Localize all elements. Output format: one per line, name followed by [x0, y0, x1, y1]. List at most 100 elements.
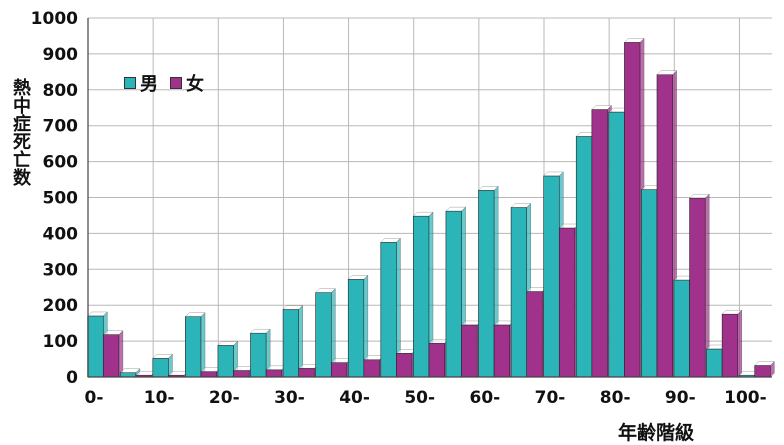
bar-top [282, 305, 304, 310]
bar-face [608, 111, 625, 378]
bar-face [217, 345, 234, 378]
bar-face [282, 309, 300, 378]
bar-face [445, 210, 462, 378]
bar-side [737, 309, 742, 378]
bar-top [152, 354, 173, 359]
bar-side [118, 330, 124, 378]
x-tick-label: 10- [144, 388, 175, 408]
bar-face [87, 315, 104, 378]
bar-face [575, 136, 593, 378]
bar-top [721, 309, 743, 315]
bar-top [184, 312, 206, 317]
bar-face [428, 342, 445, 378]
bar-face [102, 334, 120, 378]
bar-face [478, 190, 495, 378]
y-tick-label: 200 [43, 296, 79, 316]
bar-face [119, 372, 137, 378]
bar-face [265, 369, 283, 378]
x-tick-label: 60- [469, 388, 500, 408]
bar-face [330, 362, 348, 378]
legend-label-male: 男 [140, 74, 158, 95]
bar-top [87, 311, 108, 317]
y-tick-label: 500 [43, 189, 79, 209]
bar-male [315, 288, 336, 378]
bar-male [184, 312, 206, 378]
bar-face [510, 207, 528, 378]
bar-top [445, 206, 467, 212]
bar-top [754, 361, 775, 366]
y-tick-label: 100 [43, 332, 79, 352]
x-tick-label: 50- [404, 388, 435, 408]
bar-face [706, 348, 723, 378]
y-tick-label: 0 [66, 368, 78, 388]
y-tick-label: 900 [43, 45, 79, 65]
x-tick-label: 80- [600, 388, 631, 408]
bar-face [380, 242, 397, 378]
bar-top [119, 368, 141, 373]
legend-swatch-female [170, 77, 182, 89]
bar-face [591, 109, 608, 378]
x-tick-label: 40- [339, 388, 370, 408]
bar-face [200, 371, 217, 378]
y-axis-title: 熱中症死亡数 [10, 78, 31, 186]
y-tick-label: 800 [43, 81, 79, 101]
bar-side [200, 312, 206, 378]
bar-top [478, 186, 499, 191]
bar-face [413, 215, 430, 378]
bar-top [623, 38, 645, 43]
bar-face [250, 332, 267, 378]
x-axis-title: 年齢階級 [618, 422, 695, 444]
bar-male [412, 211, 434, 378]
bar-face [396, 353, 413, 378]
bar-top [591, 105, 612, 110]
bar-male [152, 353, 173, 378]
bar-face [673, 279, 690, 378]
bar-female [754, 361, 775, 378]
bar-female [721, 309, 743, 378]
bar-face [526, 291, 543, 378]
bar-top [347, 275, 369, 280]
bar-face [543, 175, 560, 378]
bar-top [510, 203, 532, 208]
bar-face [185, 316, 202, 378]
bar-top [102, 330, 124, 335]
legend-swatch-male [124, 77, 136, 89]
legend-label-female: 女 [186, 74, 204, 95]
y-tick-label: 1000 [31, 9, 78, 29]
bar-top [412, 211, 434, 217]
bar-face [558, 227, 576, 378]
bar-top [689, 194, 710, 199]
bar-top [543, 171, 564, 177]
bar-top [217, 341, 239, 346]
legend: 男 女 [124, 70, 204, 96]
bar-face [641, 189, 658, 378]
bar-face [624, 42, 641, 378]
bar-face [298, 368, 315, 378]
bar-face [461, 324, 478, 378]
y-tick-label: 600 [43, 153, 79, 173]
bar-male [347, 274, 369, 378]
x-tick-label: 0- [85, 388, 104, 408]
bar-face [363, 359, 380, 378]
bar-male [282, 305, 304, 378]
x-tick-labels: 0- 10- 20- 30- 40- 50- 60- 70- 80- 90- 100- [85, 388, 767, 408]
x-tick-label: 70- [535, 388, 566, 408]
bar-top [315, 288, 336, 293]
bar-top [380, 238, 401, 243]
bar-female [102, 330, 124, 378]
bar-face [347, 279, 365, 378]
y-tick-label: 300 [43, 260, 79, 280]
x-tick-label: 100- [724, 388, 767, 408]
legend-item-male: 男 [124, 70, 158, 96]
bar-face [754, 365, 771, 378]
bar-face [315, 292, 332, 378]
x-tick-label: 90- [665, 388, 696, 408]
bar-face [721, 313, 739, 378]
bar-face [689, 197, 706, 378]
y-tick-label: 700 [43, 117, 79, 137]
x-tick-label: 30- [274, 388, 305, 408]
y-tick-labels: 0 100 200 300 400 500 600 700 800 900 1000 [31, 9, 78, 388]
bar-top [656, 70, 678, 75]
